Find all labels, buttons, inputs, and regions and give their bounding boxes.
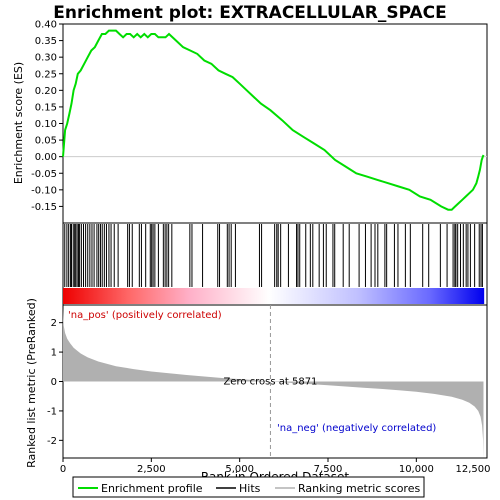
- enrichment-profile-line: [62, 29, 485, 211]
- es-y-tick-label: 0.20: [35, 86, 57, 97]
- metric-y-tick-label: -2: [47, 436, 57, 447]
- es-y-tick-label: 0.10: [35, 119, 57, 130]
- legend-enrichment-label: Enrichment profile: [101, 482, 203, 495]
- x-tick-label: 5,000: [225, 464, 254, 475]
- es-y-tick-label: 0.05: [35, 136, 57, 147]
- es-y-tick-label: 0.40: [35, 20, 57, 31]
- negative-correlation-label: 'na_neg' (negatively correlated): [277, 423, 436, 434]
- color-bar-strip: [63, 288, 485, 304]
- es-panel-frame: [62, 23, 488, 224]
- zero-cross-label: Zero cross at 5871: [223, 377, 317, 388]
- es-y-axis-label: Enrichment score (ES): [12, 62, 25, 184]
- chart-title: Enrichment plot: EXTRACELLULAR_SPACE: [53, 3, 447, 23]
- legend-frame: [72, 476, 425, 498]
- x-tick-label: 2,500: [137, 464, 166, 475]
- x-tick-label: 7,500: [314, 464, 343, 475]
- x-tick-label: 12,500: [456, 464, 491, 475]
- ranked-metric-panel: Zero cross at 5871 'na_pos' (positively …: [25, 298, 488, 468]
- es-y-tick-label: 0.15: [35, 102, 57, 113]
- es-panel: -0.15 -0.10 -0.05 0.00 0.05 0.10 0.15 0.20 0.25 0…: [12, 20, 488, 224]
- es-y-tick-label: 0.00: [35, 152, 57, 163]
- metric-y-tick-label: 0: [51, 377, 57, 388]
- positive-correlation-label: 'na_pos' (positively correlated): [68, 310, 222, 321]
- es-y-tick-label: 0.25: [35, 69, 57, 80]
- ranking-metric-area: [63, 307, 484, 458]
- es-y-tick-label: -0.05: [31, 169, 57, 180]
- metric-y-axis-label: Ranked list metric (PreRanked): [25, 298, 38, 468]
- es-y-tick-label: -0.10: [31, 185, 57, 196]
- es-y-tick-label: -0.15: [31, 202, 57, 213]
- x-tick-label: 0: [60, 464, 66, 475]
- es-y-tick-label: 0.30: [35, 53, 57, 64]
- legend-metric-label: Ranking metric scores: [298, 482, 420, 495]
- hits-panel: [62, 222, 488, 306]
- metric-y-ticks: -2 -1 0 1 2: [47, 318, 63, 447]
- hit-lines: [64, 224, 483, 287]
- es-y-ticks: -0.15 -0.10 -0.05 0.00 0.05 0.10 0.15 0.20 0.25 0…: [31, 20, 63, 213]
- metric-y-tick-label: 1: [51, 348, 57, 359]
- rank-color-bar: [63, 288, 485, 304]
- legend: Enrichment profile Hits Ranking metric s…: [72, 476, 425, 498]
- metric-y-tick-label: -1: [47, 406, 57, 417]
- metric-y-tick-label: 2: [51, 318, 57, 329]
- es-y-tick-label: 0.35: [35, 36, 57, 47]
- x-tick-label: 10,000: [399, 464, 434, 475]
- legend-hits-label: Hits: [239, 482, 261, 495]
- x-axis-ticks: 0 2,500 5,000 7,500 10,000 12,500: [60, 458, 491, 475]
